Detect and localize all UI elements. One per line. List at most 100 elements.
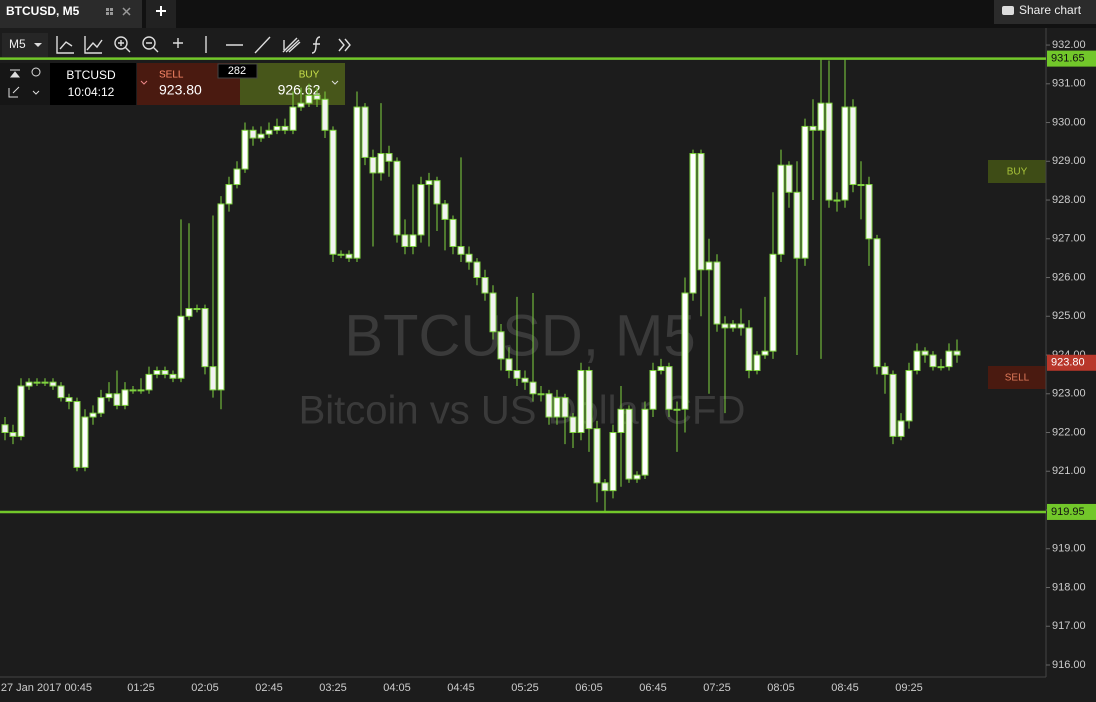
candle-body <box>841 106 849 201</box>
candle-body <box>137 389 145 392</box>
candle-body <box>385 153 393 162</box>
plus-icon <box>156 6 166 16</box>
candle-body <box>265 129 273 135</box>
candle-body <box>25 381 33 387</box>
candle-body <box>425 180 433 186</box>
y-tick-label: 928.00 <box>1052 194 1086 206</box>
spread: 282 <box>228 65 246 77</box>
level-label: 931.65 <box>1051 53 1085 65</box>
candle-body <box>521 377 529 383</box>
candle-body <box>473 261 481 279</box>
y-tick-label: 916.00 <box>1052 659 1086 671</box>
candle-body <box>649 370 657 410</box>
x-tick-label: 08:05 <box>767 682 795 694</box>
candle-body <box>529 381 537 395</box>
x-tick-label: 27 Jan 2017 00:45 <box>1 682 92 694</box>
sell-price: 923.80 <box>159 82 202 98</box>
candle-body <box>729 323 737 329</box>
candle-body <box>129 389 137 392</box>
buy-price: 926.62 <box>278 82 321 98</box>
candle-body <box>185 308 193 317</box>
candle-body <box>641 408 649 476</box>
candle-body <box>417 184 425 236</box>
level-label-box <box>1047 50 1096 67</box>
candle-body <box>201 308 209 368</box>
candle-body <box>441 203 449 220</box>
tab-icons[interactable] <box>106 8 113 15</box>
y-tick-label: 927.00 <box>1052 233 1086 245</box>
candle-body <box>713 261 721 325</box>
x-tick-label: 05:25 <box>511 682 539 694</box>
candle-body <box>585 370 593 430</box>
sell-arrow <box>140 80 148 85</box>
timeframe-button[interactable] <box>2 33 48 57</box>
candle-body <box>57 385 65 399</box>
candle-body <box>793 191 801 259</box>
candle-body <box>705 261 713 271</box>
candle-body <box>409 234 417 248</box>
candle-body <box>145 373 153 391</box>
candle-body <box>689 153 697 294</box>
y-tick-label: 922.00 <box>1052 426 1086 438</box>
candle-body <box>497 331 505 360</box>
candle-body <box>545 393 553 418</box>
sell-label: SELL <box>159 70 184 81</box>
candle-body <box>609 432 617 492</box>
buy-button[interactable] <box>988 160 1046 183</box>
candle-body <box>929 354 937 368</box>
sell-button-label: SELL <box>1005 373 1030 384</box>
candle-body <box>873 238 881 368</box>
candle-body <box>433 180 441 205</box>
candle-body <box>777 164 785 255</box>
panel-icons[interactable] <box>0 63 50 105</box>
tab-close[interactable] <box>122 7 131 16</box>
candle-body <box>73 401 81 468</box>
candle-body <box>89 412 97 418</box>
candle-body <box>617 408 625 434</box>
candle-body <box>17 385 25 437</box>
current-price-label: 923.80 <box>1051 357 1085 369</box>
candle-body <box>865 184 873 240</box>
candle-body <box>369 156 377 174</box>
candle-body <box>353 106 361 259</box>
symbol-box[interactable] <box>50 63 136 105</box>
candle-body <box>345 253 353 259</box>
candle-body <box>41 381 49 384</box>
y-tick-label: 923.00 <box>1052 388 1086 400</box>
candle-body <box>625 408 633 480</box>
candle-body <box>745 327 753 372</box>
collapse-icon <box>9 69 21 78</box>
candle-body <box>937 366 945 369</box>
candle-body <box>193 308 201 311</box>
candle-body <box>305 94 313 104</box>
candle-body <box>297 102 305 108</box>
x-tick-label: 02:05 <box>191 682 219 694</box>
candle-body <box>449 218 457 248</box>
sell-button[interactable] <box>988 366 1046 389</box>
x-tick-label: 02:45 <box>255 682 283 694</box>
candle-body <box>169 373 177 379</box>
candle-body <box>913 350 921 372</box>
candle-body <box>33 381 41 384</box>
buy-arrow <box>331 80 339 85</box>
clock: 10:04:12 <box>68 85 115 99</box>
spread-box <box>217 63 258 79</box>
candle-body <box>209 366 217 391</box>
candle-body <box>577 370 585 434</box>
candle-body <box>329 129 337 255</box>
share-label: Share chart <box>1019 3 1082 17</box>
candle-body <box>337 253 345 256</box>
level-label: 919.95 <box>1051 506 1085 518</box>
toolbar-icons[interactable] <box>56 36 351 54</box>
tab[interactable] <box>0 0 142 28</box>
candle-body <box>161 370 169 375</box>
candle-body <box>105 393 113 399</box>
candle-body <box>361 106 369 158</box>
candle-body <box>697 153 705 271</box>
candle-body <box>393 160 401 236</box>
search-icon <box>31 67 41 77</box>
candle-body <box>897 420 905 437</box>
candle-body <box>801 125 809 259</box>
candle-body <box>881 366 889 375</box>
